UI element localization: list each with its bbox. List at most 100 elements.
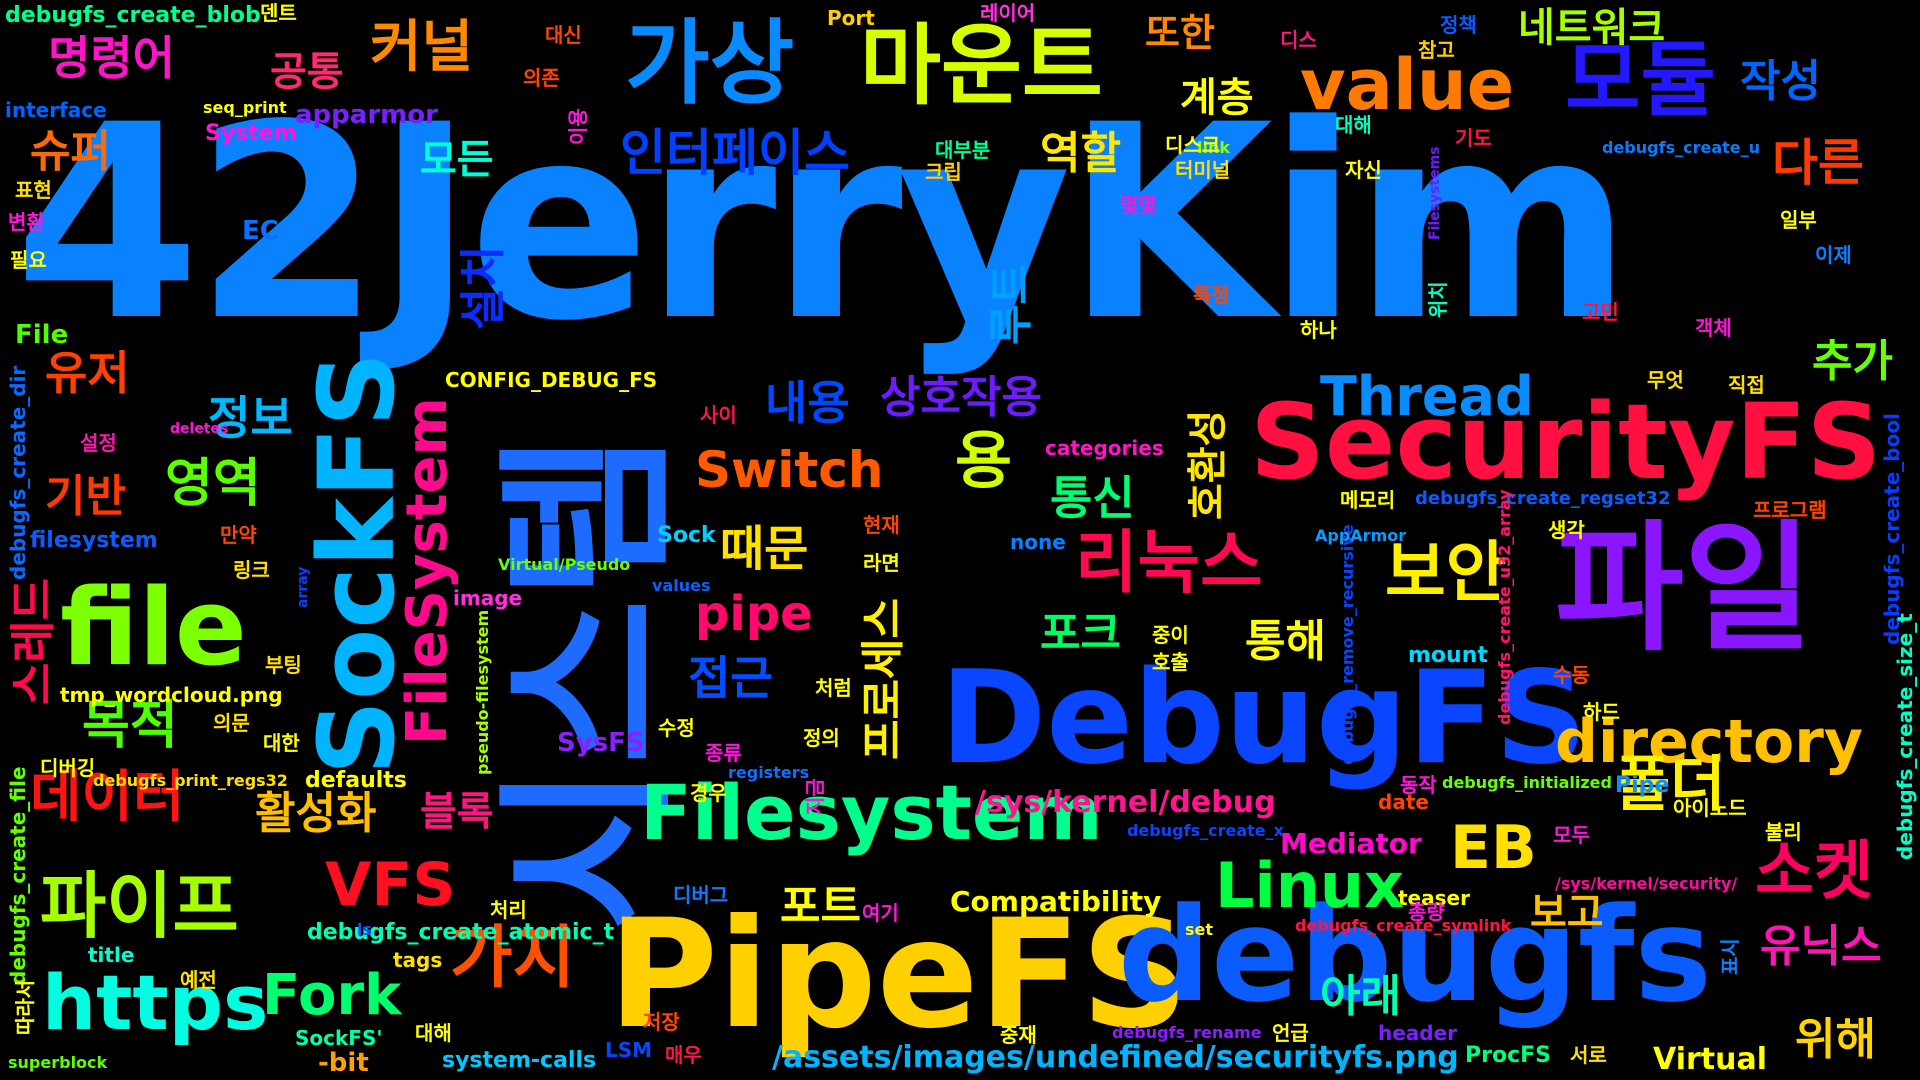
word: 고민 (1582, 300, 1619, 324)
word: Port (827, 6, 875, 30)
word: 매우 (665, 1043, 702, 1067)
word: /sys/kernel/debug (975, 785, 1276, 820)
word: EC (242, 216, 279, 246)
word: EB (1450, 813, 1537, 883)
word: AppArmor (1315, 526, 1407, 545)
word: 이용 (566, 108, 590, 145)
word: 지금 (803, 778, 827, 815)
word: debugfs_create_dir (6, 365, 30, 580)
word: 설치 (456, 245, 510, 330)
word: link (1197, 138, 1230, 157)
word: 아이노드 (1673, 796, 1747, 820)
word: 계층 (1180, 75, 1254, 121)
word: 파이프 (40, 864, 239, 948)
word: registers (728, 763, 810, 782)
word: Pipe (1615, 773, 1670, 798)
word: 몇몇 (1120, 193, 1157, 217)
word: 직접 (1728, 373, 1765, 397)
word: VFS (325, 850, 456, 920)
word: interface (5, 98, 107, 122)
word: 때문 (720, 521, 809, 577)
word: 특정 (1193, 283, 1230, 307)
word: image (453, 586, 523, 610)
word: Fork (262, 963, 402, 1028)
word: 대한 (263, 731, 300, 755)
word: apparmor (295, 100, 438, 130)
word: title (88, 943, 135, 967)
word: 라면 (863, 551, 900, 575)
word: 자신 (1345, 158, 1382, 182)
word: 총량 (1408, 900, 1445, 924)
word: 42JerryKim (14, 68, 1632, 380)
word: debugfs_print_regs32 (93, 771, 288, 790)
word: 여기 (862, 901, 899, 925)
word: 중이 (1152, 623, 1189, 647)
word: set (1185, 920, 1214, 939)
word: 정책 (1440, 13, 1477, 37)
word: debugfs_initialized (1442, 773, 1612, 792)
word: 스레드 (6, 578, 60, 705)
word: 가지 (450, 919, 576, 998)
word: 부팅 (265, 653, 302, 677)
word: values (652, 576, 711, 595)
word: 위해 (1795, 1014, 1876, 1065)
word: 내용 (765, 376, 850, 430)
word: 보고 (1530, 890, 1604, 936)
word: header (1378, 1021, 1458, 1045)
word: 목적 (82, 696, 178, 756)
word: 프로그램 (1753, 498, 1827, 522)
word: File (15, 320, 69, 350)
word: 모두 (1553, 823, 1590, 847)
word: 정의 (803, 726, 840, 750)
word: 블록 (420, 789, 494, 835)
word: 객체 (1695, 316, 1732, 340)
word: 디버그 (673, 883, 729, 907)
word: directory (1555, 707, 1863, 777)
word: deletes (170, 421, 229, 437)
word: 디스크 (1165, 133, 1221, 157)
word: value (1300, 44, 1515, 126)
word: 유저 (45, 346, 130, 400)
word: 명령어 (48, 31, 175, 85)
word: /assets/images/undefined/securityfs.png (772, 1040, 1459, 1075)
word: ls (357, 920, 373, 939)
word: 모듈 (1565, 33, 1716, 128)
word: 활성화 (255, 788, 377, 839)
word: tmp_wordcloud.png (60, 683, 283, 707)
word: debugfs_create_u32_array (1495, 489, 1514, 725)
word: 의존 (523, 66, 560, 90)
word: 불리 (1765, 820, 1802, 844)
word: 공통 (270, 49, 344, 95)
word: 터미널 (1175, 158, 1231, 182)
word: 파일 (1555, 508, 1813, 671)
word: 레이어 (980, 1, 1036, 25)
word: 보안 (1385, 534, 1507, 611)
word: 작성 (1740, 56, 1821, 107)
word: 이제 (1815, 243, 1852, 267)
word: 표시 (1718, 938, 1742, 975)
word: debugfs_create_size_t (1893, 613, 1917, 860)
word: 설정 (80, 431, 117, 455)
word: 추가 (1812, 336, 1893, 387)
word: array (295, 566, 311, 608)
word: -bit (318, 1048, 369, 1078)
word: file (60, 566, 247, 689)
word: 기반 (45, 471, 126, 522)
word: debugfs_create_bool (1880, 413, 1904, 645)
word: 영역 (165, 454, 261, 514)
word: mount (1408, 643, 1488, 668)
word: debugfs_remove_recursive (1338, 524, 1357, 765)
word: Filesystem (640, 768, 1103, 857)
word: 다른 (1772, 134, 1864, 192)
word: https (42, 958, 269, 1047)
word: 마운트 (860, 14, 1103, 117)
word: debugfs (1118, 879, 1712, 1031)
word: 인터페이스 (620, 124, 850, 182)
word: 덴트 (260, 1, 297, 25)
word: 커널 (370, 15, 474, 80)
word: 소켓 (1755, 835, 1873, 909)
word: 크립 (925, 160, 962, 184)
word: 경우 (690, 781, 727, 805)
word: Switch (695, 441, 884, 499)
